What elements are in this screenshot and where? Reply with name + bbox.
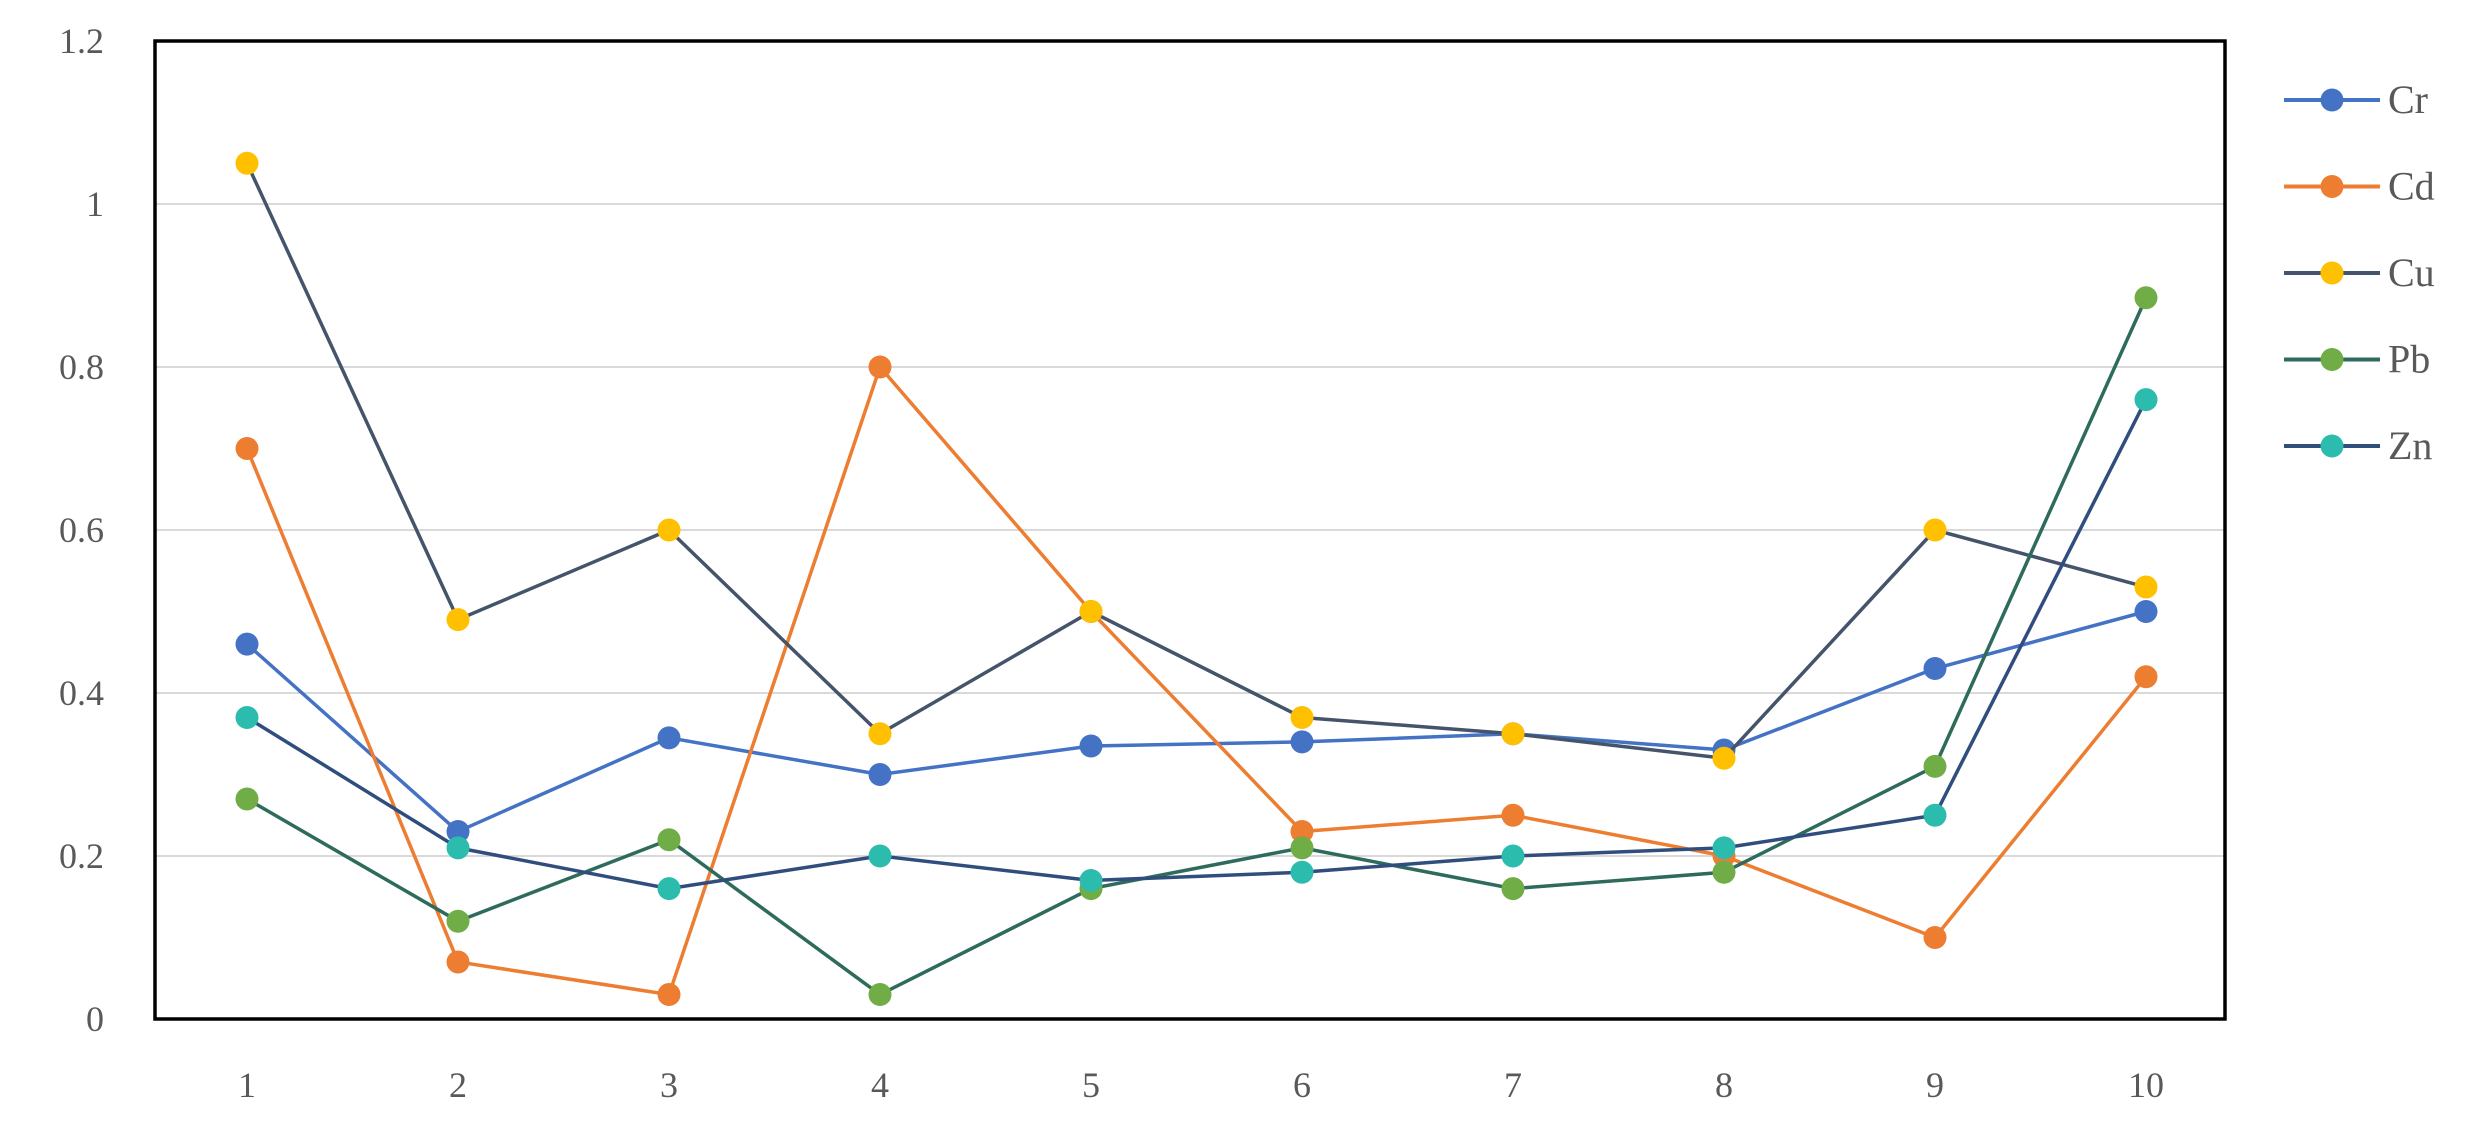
series-line-Cu bbox=[245, 162, 2147, 760]
marker-Cu-8 bbox=[1712, 746, 1736, 770]
marker-Cu-4 bbox=[868, 722, 892, 746]
x-tick-label: 3 bbox=[660, 1065, 678, 1105]
series-line-Zn bbox=[246, 398, 2148, 891]
marker-Cd-10 bbox=[2134, 665, 2158, 689]
series-line-Pb bbox=[246, 297, 2148, 997]
marker-Zn-1 bbox=[235, 705, 259, 729]
marker-Pb-2 bbox=[446, 909, 470, 933]
legend-label-Zn: Zn bbox=[2388, 423, 2432, 468]
marker-Cu-6 bbox=[1290, 705, 1314, 729]
marker-Cu-2 bbox=[446, 608, 470, 632]
marker-Zn-9 bbox=[1923, 803, 1947, 827]
legend-marker-Cr bbox=[2320, 88, 2344, 112]
y-tick-label: 0 bbox=[86, 999, 104, 1039]
legend-marker-Zn bbox=[2320, 434, 2344, 458]
y-tick-label: 1.2 bbox=[59, 21, 104, 61]
marker-Cd-3 bbox=[657, 983, 681, 1007]
legend-marker-Cu bbox=[2320, 261, 2344, 285]
legend-marker-Cd bbox=[2320, 175, 2344, 198]
marker-Cd-9 bbox=[1923, 926, 1947, 949]
marker-Pb-1 bbox=[235, 787, 259, 811]
marker-Zn-5 bbox=[1079, 868, 1103, 892]
x-tick-label: 1 bbox=[238, 1065, 256, 1105]
marker-Zn-3 bbox=[657, 877, 681, 901]
marker-Cr-9 bbox=[1923, 657, 1947, 681]
y-tick-label: 0.4 bbox=[59, 673, 104, 713]
marker-Cr-3 bbox=[657, 726, 681, 750]
marker-Cd-7 bbox=[1501, 803, 1525, 827]
marker-Cu-7 bbox=[1501, 722, 1525, 746]
legend-label-Cd: Cd bbox=[2388, 164, 2435, 209]
marker-Pb-9 bbox=[1923, 754, 1947, 778]
marker-Cu-5 bbox=[1079, 600, 1103, 623]
marker-Pb-4 bbox=[868, 983, 892, 1007]
x-tick-label: 7 bbox=[1504, 1065, 1522, 1105]
y-tick-label: 0.2 bbox=[59, 836, 104, 876]
marker-Cr-10 bbox=[2134, 600, 2158, 623]
marker-Pb-7 bbox=[1501, 877, 1525, 901]
y-tick-label: 1 bbox=[86, 184, 104, 224]
marker-Cd-2 bbox=[446, 950, 470, 974]
y-tick-label: 0.8 bbox=[59, 347, 104, 387]
marker-Cr-1 bbox=[235, 632, 259, 656]
marker-Cd-1 bbox=[235, 437, 259, 460]
x-tick-label: 6 bbox=[1293, 1065, 1311, 1105]
marker-Cr-4 bbox=[868, 763, 892, 786]
x-tick-label: 10 bbox=[2128, 1065, 2164, 1105]
marker-Cu-1 bbox=[235, 151, 259, 175]
legend-label-Cu: Cu bbox=[2388, 250, 2435, 295]
legend-marker-Pb bbox=[2320, 348, 2344, 371]
x-tick-label: 2 bbox=[449, 1065, 467, 1105]
x-tick-label: 8 bbox=[1715, 1065, 1733, 1105]
series-line-Cr bbox=[245, 609, 2147, 834]
x-tick-label: 9 bbox=[1926, 1065, 1944, 1105]
marker-Zn-8 bbox=[1712, 836, 1736, 860]
marker-Cu-3 bbox=[657, 518, 681, 542]
marker-Cd-4 bbox=[868, 355, 892, 379]
marker-Pb-8 bbox=[1712, 860, 1736, 884]
plot-border bbox=[153, 39, 2227, 1021]
legend-label-Pb: Pb bbox=[2388, 337, 2430, 382]
y-tick-label: 0.6 bbox=[59, 510, 104, 550]
marker-Zn-7 bbox=[1501, 844, 1525, 868]
marker-Pb-10 bbox=[2134, 286, 2158, 310]
marker-Cr-2 bbox=[446, 820, 470, 844]
marker-Pb-6 bbox=[1290, 836, 1314, 860]
x-tick-label: 4 bbox=[871, 1065, 889, 1105]
marker-Cu-9 bbox=[1923, 518, 1947, 542]
marker-Zn-6 bbox=[1290, 860, 1314, 884]
marker-Pb-3 bbox=[657, 828, 681, 852]
series-line-Cd bbox=[245, 365, 2148, 997]
legend-label-Cr: Cr bbox=[2388, 77, 2428, 122]
marker-Zn-2 bbox=[446, 836, 470, 860]
x-tick-label: 5 bbox=[1082, 1065, 1100, 1105]
marker-Cr-5 bbox=[1079, 734, 1103, 758]
marker-Zn-10 bbox=[2134, 388, 2158, 412]
marker-Cr-6 bbox=[1290, 730, 1314, 754]
marker-Zn-4 bbox=[868, 844, 892, 868]
marker-Cd-6 bbox=[1290, 820, 1314, 844]
marker-Cu-10 bbox=[2134, 575, 2158, 599]
